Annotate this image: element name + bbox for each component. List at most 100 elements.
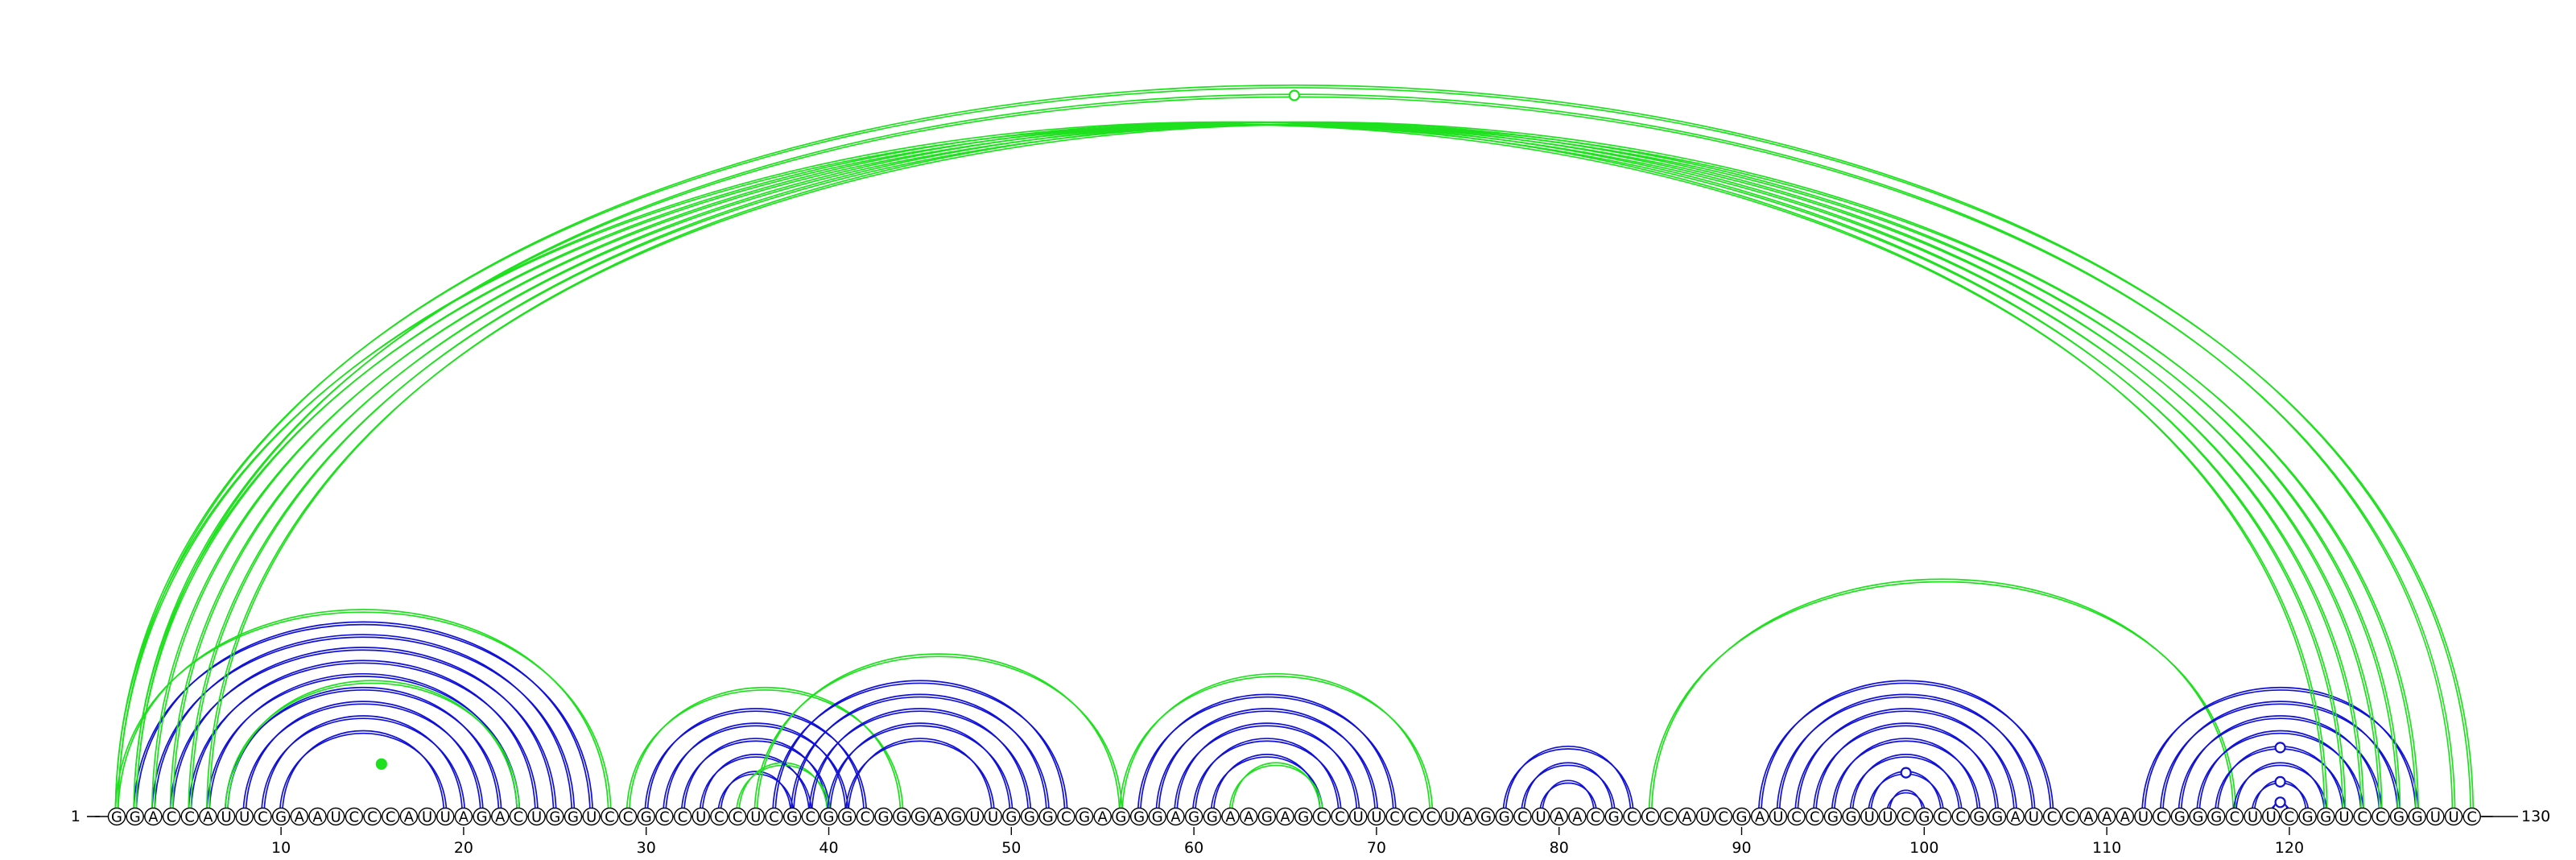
arc-blue-5-24-line-1 [190,659,536,817]
nucleotide-circle [2134,807,2153,826]
nucleotide-circle [363,807,382,826]
nucleotide-circle [2061,807,2079,826]
nucleotide-letter: C [2376,809,2386,826]
nucleotide-circle [618,807,638,826]
nucleotide-circle [1459,807,1477,826]
nucleotide-circle [2334,807,2354,826]
nucleotide-circle [254,807,272,826]
nucleotide-letter: A [1225,809,1236,826]
arc-apex-marker-1 [375,758,387,770]
nucleotide-letter: G [1207,809,1218,826]
nucleotide-circle [2207,807,2226,826]
nucleotide: A [1678,807,1696,826]
nucleotide: U [1769,807,1788,826]
nucleotide-circle [326,807,345,826]
nucleotide: G [1020,807,1039,826]
nucleotide: C [1331,807,1349,826]
arc-blue-112-127-line-1 [2144,686,2417,817]
nucleotide-circle [1842,807,1860,826]
nucleotide-letter: G [1042,809,1054,826]
nucleotide: C [1422,807,1441,826]
nucleotide: U [1695,807,1715,826]
ticks-layer: 10 20 30 40 50 60 70 80 90 100 110 120 [271,827,2304,857]
arc-blue-32-40-line-1 [683,738,828,817]
nucleotide: C [1586,807,1605,826]
arc-blue-114-125-line-0 [2178,717,2383,817]
nucleotide-letter: U [1700,809,1711,826]
nucleotide: C [363,807,382,826]
nucleotide-letter: G [568,809,579,826]
nucleotide-letter: C [1335,809,1345,826]
nucleotide: C [2462,807,2481,826]
nucleotide: C [2152,807,2171,826]
nucleotide-letter: A [495,809,506,826]
tick-label-40: 40 [819,839,838,857]
nucleotide: C [673,807,692,826]
nucleotide-circle [1823,807,1843,826]
nucleotide: G [564,807,583,826]
nucleotide-circle [1057,807,1075,826]
nucleotide: C [1057,807,1075,826]
arc-blue-59-69-line-1 [1176,722,1358,817]
nucleotide-circle [965,807,985,826]
nucleotide: G [1038,807,1057,826]
nucleotide: G [819,807,838,826]
arc-blue-98-100-line-1 [1888,789,1924,817]
nucleotide: U [1531,807,1550,826]
arc-green-2-129-line-1 [135,93,2454,817]
nucleotide: G [2408,807,2426,826]
nucleotide-letter: U [1535,809,1546,826]
arc-blue-38-52-line-1 [792,693,1047,817]
nucleotide: C [162,807,181,826]
nucleotide: C [655,807,674,826]
nucleotide: A [2097,807,2116,826]
nucleotide-letter: G [2211,809,2222,826]
nucleotide: G [1184,807,1203,826]
nucleotide-circle [673,807,692,826]
arc-blue-7-22-line-0 [224,689,502,817]
arc-blue-3-26-line-1 [154,634,573,817]
nucleotide-letter: U [1371,809,1381,826]
nucleotide-circle [564,807,583,826]
nucleotide-circle [2006,807,2025,826]
arc-blue-3-26-line-0 [151,636,576,817]
nucleotide-circle [1184,807,1203,826]
arc-green-2-123-line-0 [133,124,2347,817]
nucleotide: U [418,807,436,826]
nucleotide-letter: G [1608,809,1620,826]
arc-blue-112-127-line-0 [2141,689,2420,817]
nucleotide-circle [1203,807,1222,826]
nucleotide: A [2116,807,2135,826]
nucleotide-letter: C [1591,809,1601,826]
nucleotide-letter: C [514,809,524,826]
nucleotide-circle [180,807,199,826]
arc-apex-marker-5 [2274,742,2286,754]
arc-blue-32-40-line-0 [680,740,831,817]
nucleotide-letter: U [2029,809,2039,826]
nucleotide: C [618,807,638,826]
nucleotide-letter: C [1408,809,1418,826]
nucleotide-letter: U [969,809,980,826]
nucleotide: C [1806,807,1824,826]
nucleotide: G [473,807,491,826]
nucleotide-letter: G [477,809,488,826]
nucleotide-letter: A [312,809,323,826]
arc-blue-57-71-line-1 [1139,693,1394,817]
arc-blue-5-24-line-0 [188,662,539,817]
nucleotide-circle [271,807,291,826]
arc-blue-77-84-line-1 [1505,745,1632,817]
nucleotide-circle [2244,807,2262,826]
nucleotide-circle [2116,807,2135,826]
nucleotide-circle [2372,807,2390,826]
nucleotide-circle [819,807,838,826]
nucleotide: A [1276,807,1294,826]
nucleotide-circle [1678,807,1696,826]
nucleotide: C [1513,807,1532,826]
nucleotide-letter: C [1810,809,1820,826]
sequence-end-label: 130 [2521,808,2550,825]
nucleotide-letter: C [806,809,816,826]
nucleotide: C [1787,807,1806,826]
arc-green-7-23-line-1 [226,680,518,817]
nucleotide-letter: C [2230,809,2240,826]
nucleotide-letter: C [1426,809,1437,826]
